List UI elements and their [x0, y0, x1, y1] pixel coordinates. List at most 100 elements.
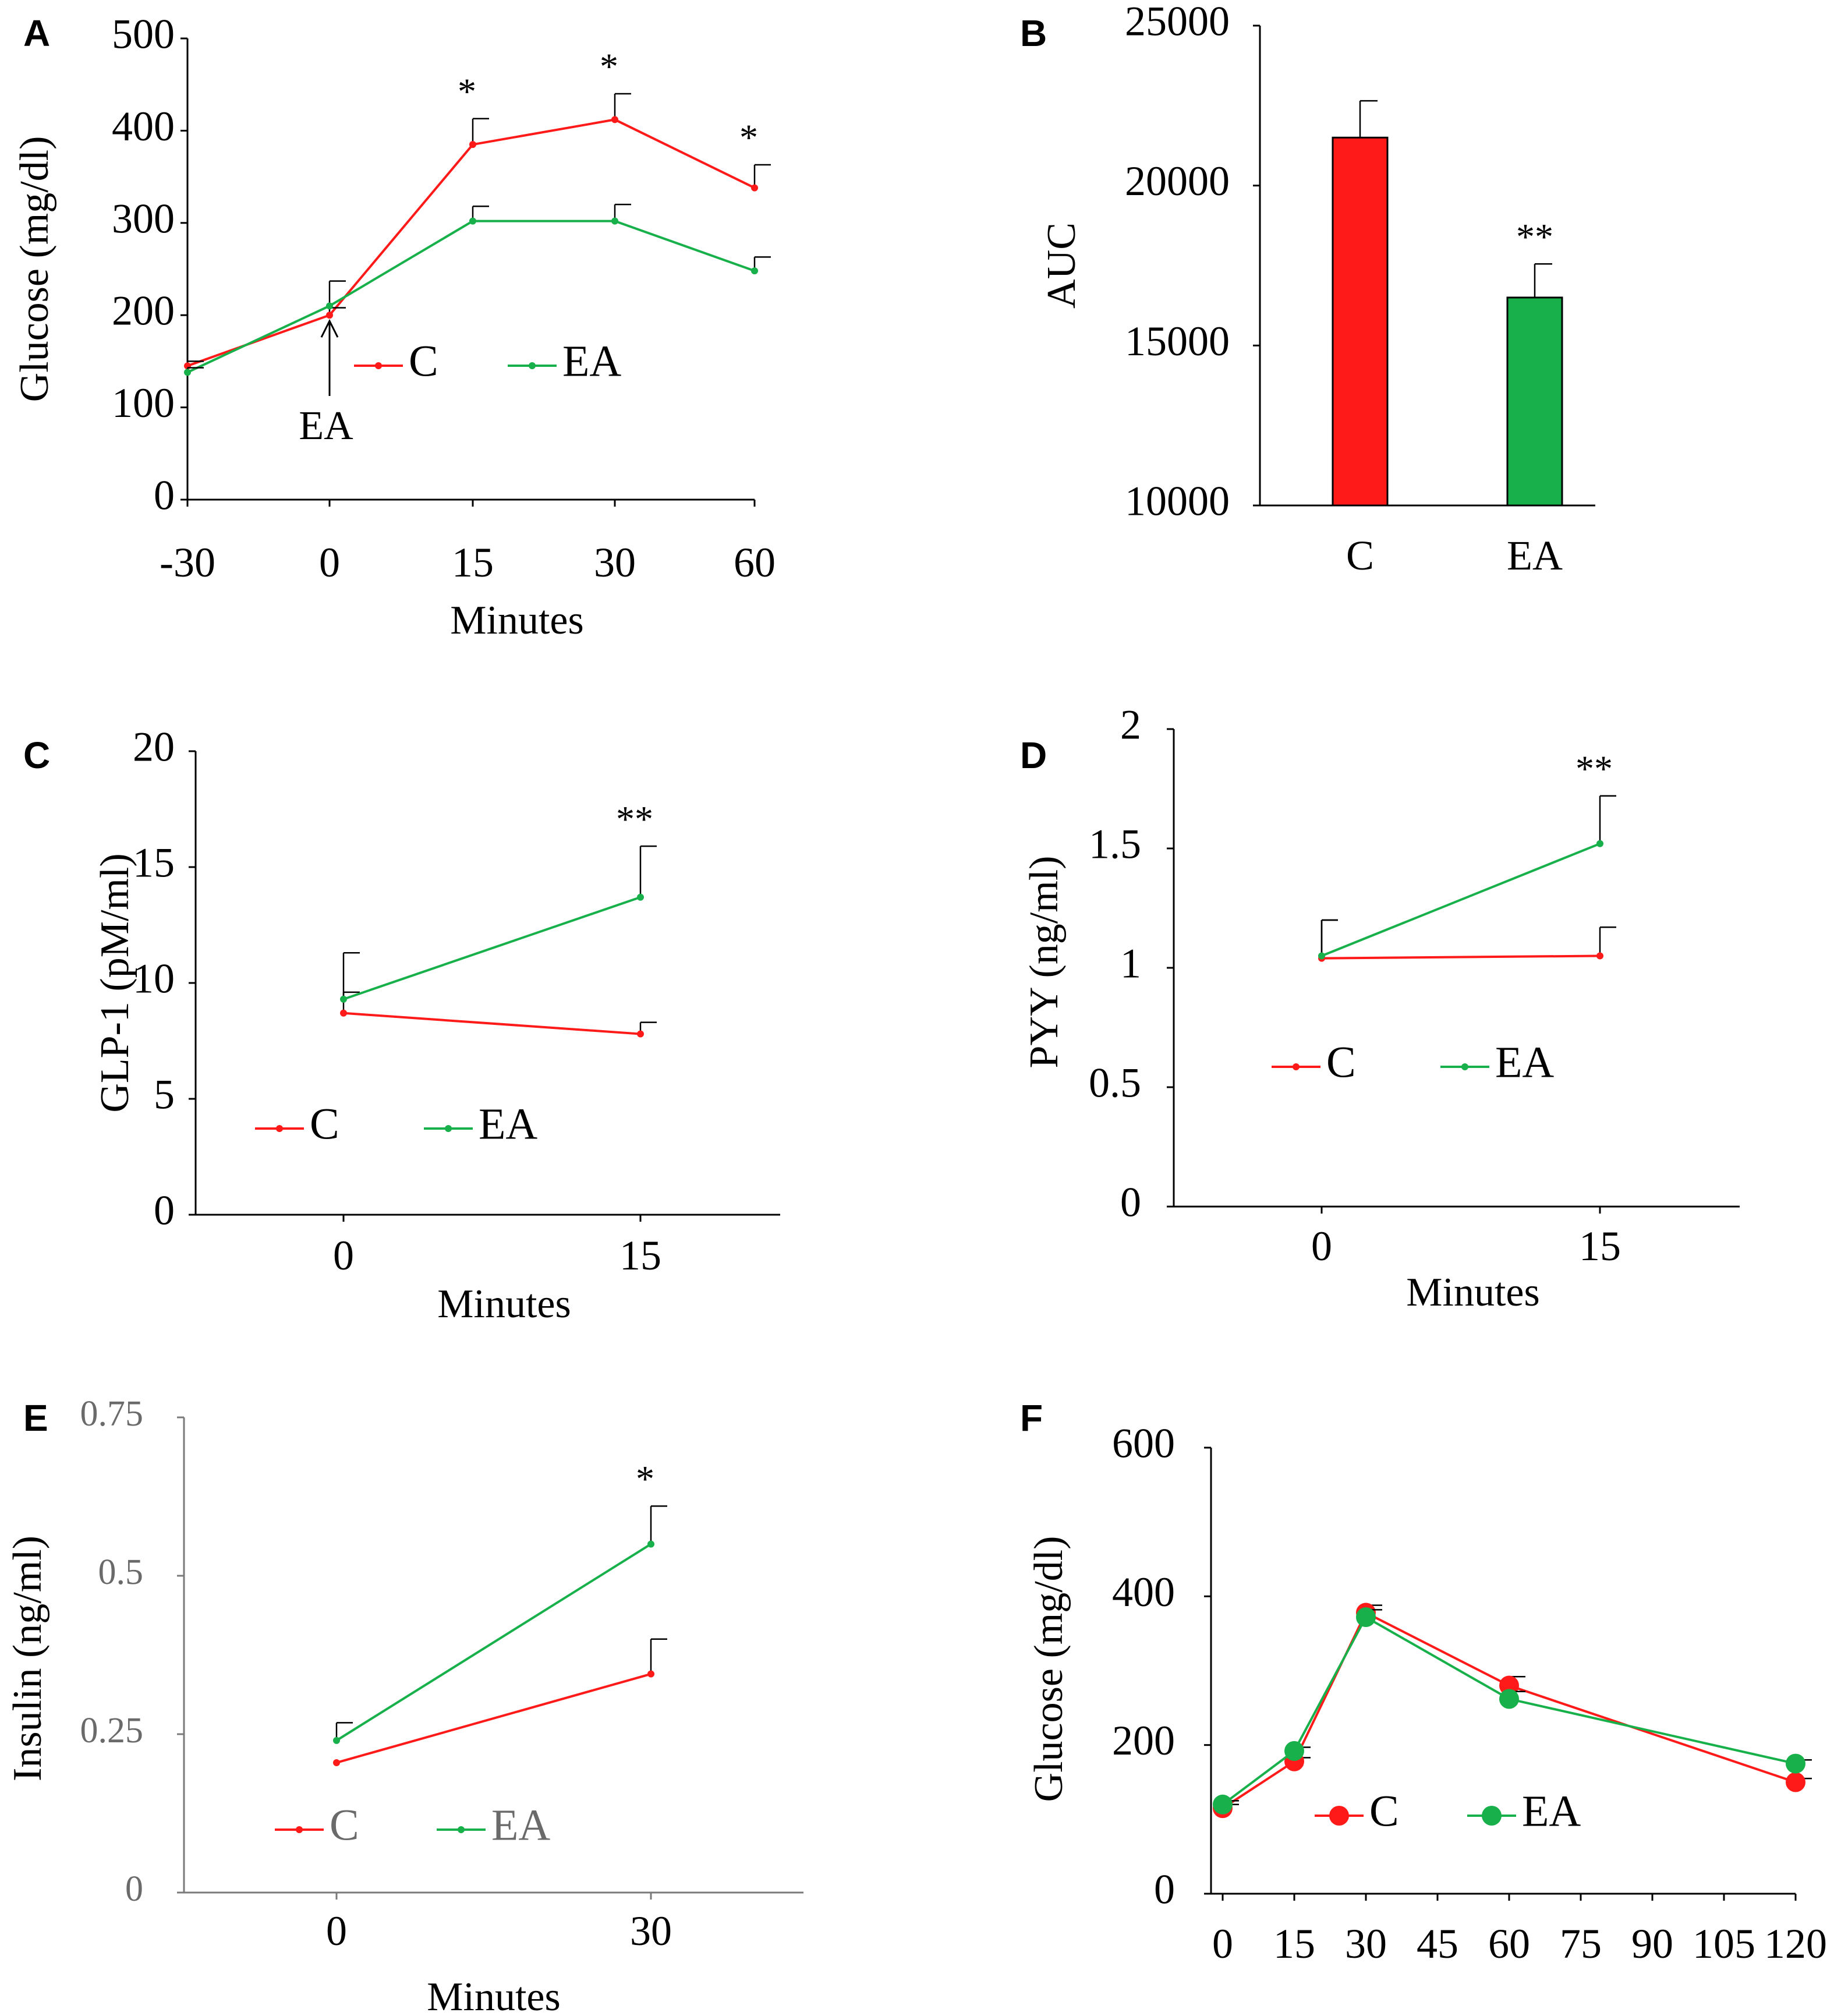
y-tick-label: 0.5	[1089, 1060, 1141, 1106]
series-c-point	[751, 184, 758, 192]
series-ea-point	[184, 369, 191, 376]
y-tick-label: 500	[112, 11, 175, 58]
x-tick-label: 0	[1212, 1920, 1233, 1967]
x-tick-label: EA	[1507, 532, 1563, 579]
legend-c-label: C	[330, 1801, 359, 1849]
series-c-point	[326, 312, 333, 319]
x-tick-label: 0	[1311, 1223, 1332, 1269]
y-tick-label: 100	[112, 380, 175, 426]
series-ea-point	[637, 893, 644, 901]
series-c-point	[1596, 952, 1603, 960]
y-tick-label: 10000	[1125, 478, 1230, 525]
y-tick-label: 0	[125, 1869, 143, 1909]
x-tick-label: 0	[333, 1232, 354, 1279]
y-tick-label: 15	[133, 840, 175, 886]
y-axis-title: AUC	[1039, 222, 1084, 309]
series-ea-line	[335, 1543, 652, 1742]
x-tick-label: 30	[594, 539, 636, 586]
annotation-arrow-head	[320, 319, 339, 338]
x-axis-title: Minutes	[437, 1282, 571, 1327]
y-tick-label: 300	[112, 195, 175, 242]
significance-marker: **	[1516, 216, 1553, 257]
significance-marker: *	[600, 46, 618, 87]
series-ea-point	[340, 995, 347, 1003]
series-c-point	[647, 1670, 654, 1678]
significance-marker: *	[458, 70, 476, 112]
legend-ea-marker	[1482, 1806, 1502, 1826]
significance-marker: *	[636, 1458, 654, 1499]
legend-c-marker	[1329, 1806, 1349, 1826]
panel-f: F 0 200 400 600 Glucose (mg/dl) 0 15 30 45 60 75 90 1…	[1020, 1397, 1827, 1967]
series-ea-point	[1284, 1741, 1304, 1761]
series-ea-point	[751, 267, 758, 275]
series-ea-line	[1222, 1615, 1796, 1806]
y-tick-label: 0	[154, 472, 175, 519]
x-axis-title: Minutes	[427, 1975, 560, 2016]
x-tick-label: 30	[630, 1908, 672, 1954]
series-ea-point	[469, 217, 476, 225]
x-tick-label: 75	[1560, 1920, 1602, 1967]
significance-marker: **	[1575, 748, 1613, 789]
legend-ea-marker	[445, 1125, 452, 1132]
y-tick-label: 20000	[1125, 158, 1230, 204]
x-axis-title: Minutes	[1406, 1270, 1539, 1315]
y-tick-label: 400	[112, 103, 175, 150]
x-tick-label: 45	[1417, 1920, 1458, 1967]
x-tick-label: 90	[1631, 1920, 1673, 1967]
series-ea-point	[1499, 1689, 1519, 1709]
series-ea-point	[1786, 1753, 1805, 1774]
panel-a-letter: A	[23, 12, 50, 54]
y-tick-label: 25000	[1125, 0, 1230, 45]
series-c-line	[336, 1672, 652, 1764]
legend-ea-marker	[529, 362, 536, 369]
x-axis-title: Minutes	[450, 598, 583, 643]
legend-c-marker	[1293, 1063, 1300, 1070]
x-tick-label: 0	[319, 539, 340, 586]
legend-ea-label: EA	[1495, 1038, 1554, 1087]
x-tick-label: C	[1346, 532, 1374, 579]
panel-d: D 0 0.5 1 1.5 2 PYY (ng/ml) Minutes 0 15 ** C EA	[1020, 702, 1740, 1315]
legend-ea-label: EA	[1522, 1787, 1581, 1835]
legend-c-label: C	[1326, 1038, 1356, 1087]
series-ea-point	[647, 1540, 654, 1548]
y-tick-label: 5	[154, 1071, 175, 1118]
legend-ea-label: EA	[491, 1801, 550, 1849]
x-tick-label: 105	[1693, 1920, 1755, 1967]
annotation-label: EA	[299, 404, 353, 448]
x-tick-label: 60	[1488, 1920, 1530, 1967]
panel-f-letter: F	[1020, 1397, 1043, 1439]
series-ea-line	[187, 220, 755, 374]
y-tick-label: 1	[1120, 940, 1141, 987]
panel-c: C 0 5 10 15 20 GLP-1 (pM/ml) Minutes 0 15 ** C EA	[23, 724, 780, 1327]
legend-c-label: C	[409, 337, 438, 385]
bar-c	[1332, 136, 1389, 507]
legend-c-marker	[375, 362, 382, 369]
bar-ea	[1506, 296, 1563, 507]
x-tick-label: 15	[1579, 1223, 1621, 1269]
series-ea-point	[333, 1736, 340, 1744]
series-ea-line	[1321, 842, 1601, 957]
panel-d-letter: D	[1020, 734, 1047, 776]
y-tick-label: 0	[154, 1187, 175, 1234]
series-ea-point	[1356, 1607, 1376, 1628]
series-c-line	[1321, 954, 1601, 960]
significance-marker: **	[616, 798, 653, 840]
series-c-line	[187, 118, 755, 367]
series-c-point	[469, 141, 476, 148]
y-tick-label: 0.25	[80, 1711, 144, 1750]
panel-e: E 0 0.25 0.5 0.75 Insulin (ng/ml) Minutes 0 30 * C…	[5, 1394, 803, 2016]
y-tick-label: 20	[133, 724, 175, 770]
y-axis-title: GLP-1 (pM/ml)	[93, 853, 137, 1112]
series-c-point	[340, 1009, 347, 1017]
series-c-point	[611, 116, 618, 123]
series-c-point	[333, 1759, 340, 1766]
legend-ea-label: EA	[479, 1099, 537, 1148]
y-axis-title: Glucose (mg/dl)	[1026, 1536, 1071, 1802]
x-tick-label: 30	[1345, 1920, 1387, 1967]
series-c-point	[1786, 1772, 1805, 1792]
y-axis-title: PYY (ng/ml)	[1022, 856, 1067, 1069]
x-tick-label: -30	[160, 539, 215, 586]
series-c-point	[637, 1030, 644, 1038]
panel-b-letter: B	[1020, 12, 1047, 54]
